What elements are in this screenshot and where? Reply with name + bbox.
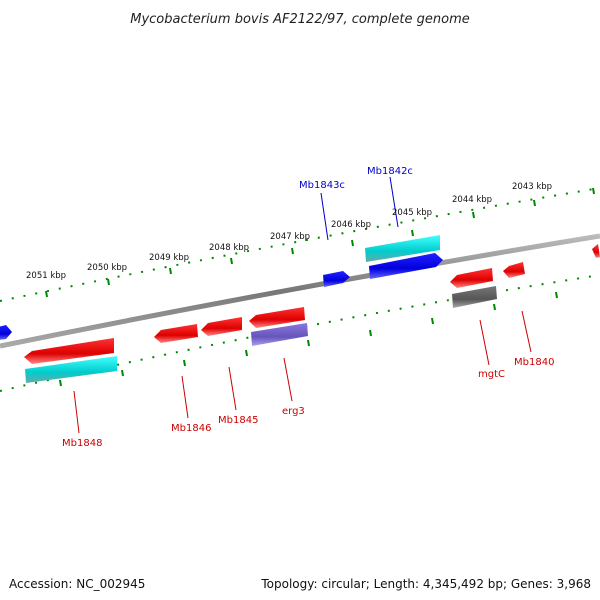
inner-major-ticks [59, 291, 558, 387]
gene-labels: Mb1843c Mb1842c Mb1848 Mb1846 Mb1845 erg… [62, 166, 554, 449]
rna-reverse [25, 356, 117, 383]
cds-reverse [249, 307, 305, 328]
tick-label: 2049 kbp [149, 253, 189, 263]
cds-reverse [24, 338, 114, 364]
cds-reverse [592, 244, 600, 258]
gene-label: Mb1848 [62, 438, 102, 449]
label-leaders [73, 176, 532, 434]
gene-label: Mb1843c [299, 180, 345, 191]
tick-label: 2047 kbp [270, 232, 310, 242]
tick-labels: 2051 kbp 2050 kbp 2049 kbp 2048 kbp 2047… [26, 182, 552, 281]
genome-summary-text: Topology: circular; Length: 4,345,492 bp… [261, 577, 591, 591]
tick-label: 2044 kbp [452, 195, 492, 205]
gene-label: Mb1846 [171, 423, 211, 434]
cds-forward [369, 253, 443, 279]
genome-backbone [0, 233, 600, 349]
reverse-features [24, 262, 525, 383]
outer-ruler [0, 187, 600, 302]
accession-text: Accession: NC_002945 [9, 577, 146, 591]
gene-label: mgtC [478, 369, 505, 380]
tick-label: 2045 kbp [392, 208, 432, 218]
cds-forward [323, 271, 350, 287]
forward-features [0, 235, 600, 340]
tick-label: 2043 kbp [512, 182, 552, 192]
tick-label: 2048 kbp [209, 243, 249, 253]
tick-label: 2046 kbp [331, 220, 371, 230]
gene-label: Mb1845 [218, 415, 258, 426]
cds-forward [0, 325, 12, 340]
gene-label: Mb1842c [367, 166, 413, 177]
gene-label: Mb1840 [514, 357, 554, 368]
tick-label: 2050 kbp [87, 263, 127, 273]
gene-label: erg3 [282, 406, 305, 417]
cds-reverse [450, 268, 493, 288]
rna-forward [365, 235, 440, 262]
pseudogene [452, 286, 497, 308]
outer-major-ticks [45, 187, 595, 298]
cds-reverse [154, 324, 198, 343]
tick-label: 2051 kbp [26, 271, 66, 281]
map-title: Mycobacterium bovis AF2122/97, complete … [130, 12, 469, 27]
cds-reverse [201, 317, 242, 336]
cds-reverse [503, 262, 525, 278]
misc-feature [251, 323, 308, 346]
